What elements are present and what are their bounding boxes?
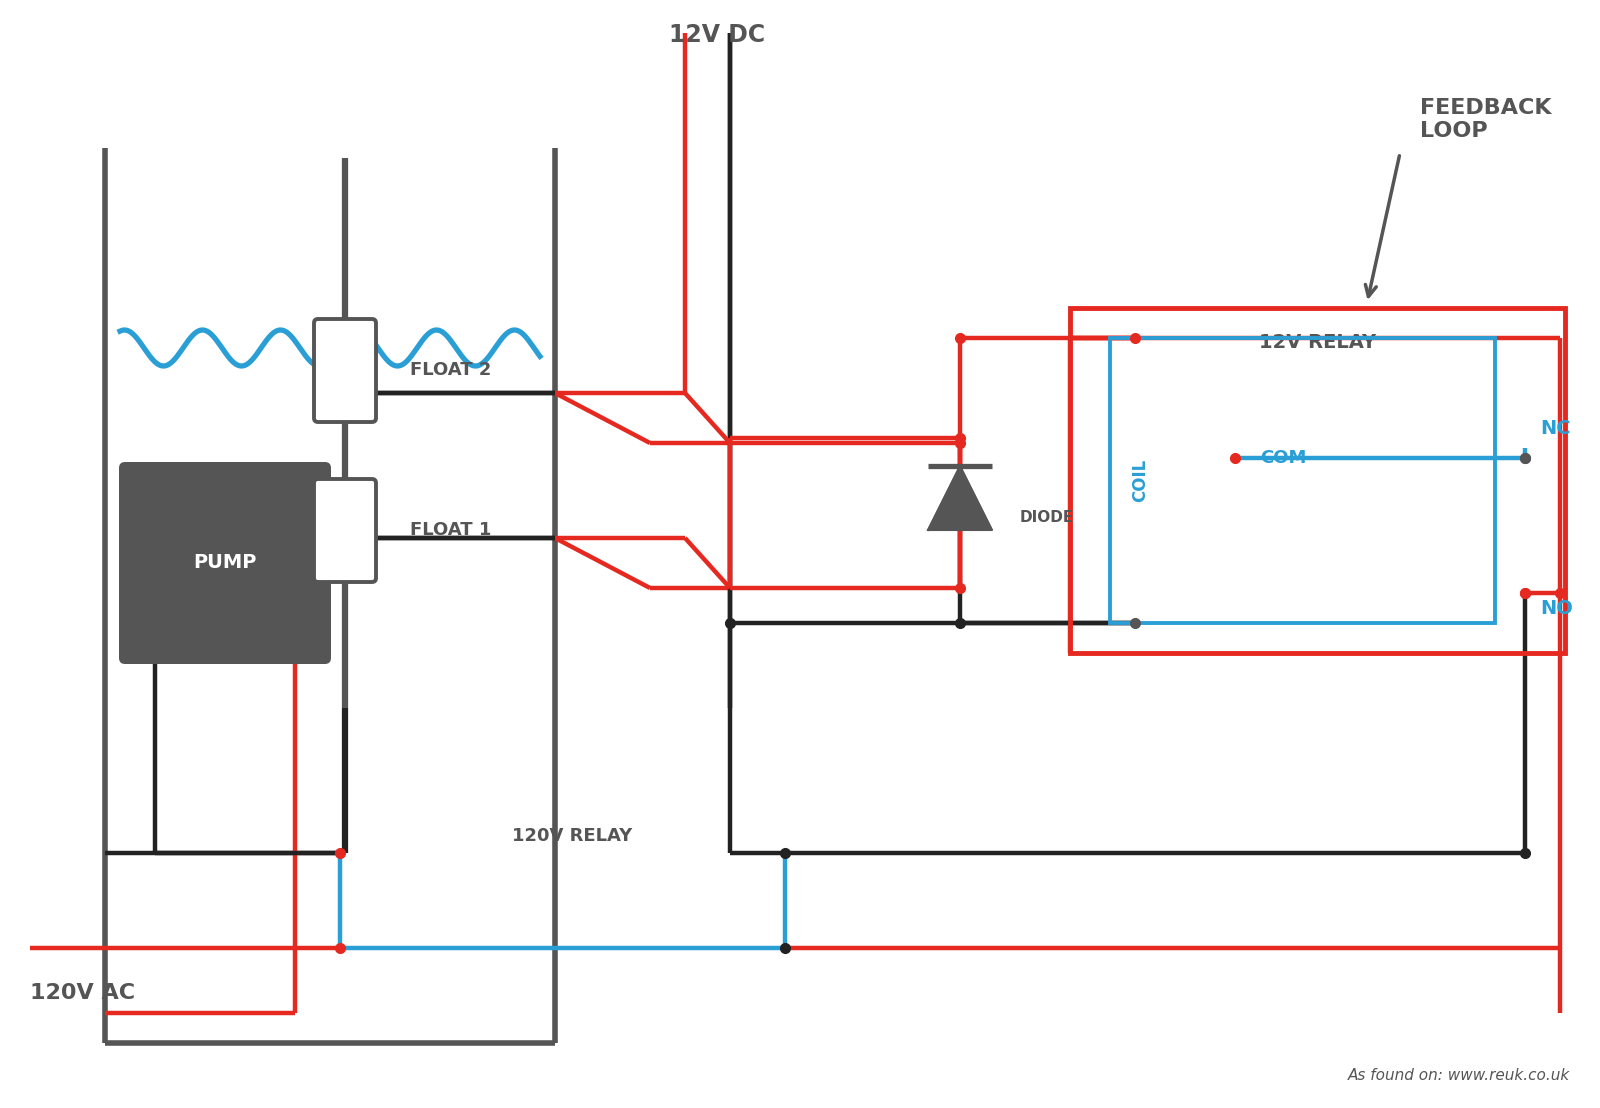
- Text: COM: COM: [1261, 449, 1306, 466]
- Polygon shape: [928, 466, 992, 530]
- Text: DIODE: DIODE: [1021, 511, 1074, 525]
- Text: NC: NC: [1539, 419, 1571, 438]
- Bar: [1110, 338, 1494, 623]
- Text: 120V RELAY: 120V RELAY: [512, 827, 632, 845]
- Text: NO: NO: [1539, 598, 1573, 617]
- Text: 120V AC: 120V AC: [30, 983, 134, 1003]
- FancyBboxPatch shape: [314, 319, 376, 422]
- Text: FEEDBACK
LOOP: FEEDBACK LOOP: [1421, 98, 1552, 141]
- Text: COIL: COIL: [1131, 459, 1149, 502]
- Text: PUMP: PUMP: [194, 554, 256, 573]
- Text: 12V DC: 12V DC: [669, 23, 765, 47]
- Text: As found on: www.reuk.co.uk: As found on: www.reuk.co.uk: [1347, 1068, 1570, 1083]
- Text: FLOAT 1: FLOAT 1: [410, 521, 491, 538]
- Bar: [1070, 308, 1565, 653]
- FancyBboxPatch shape: [118, 462, 331, 664]
- Text: FLOAT 2: FLOAT 2: [410, 361, 491, 379]
- Text: 12V RELAY: 12V RELAY: [1259, 334, 1376, 352]
- FancyBboxPatch shape: [314, 479, 376, 582]
